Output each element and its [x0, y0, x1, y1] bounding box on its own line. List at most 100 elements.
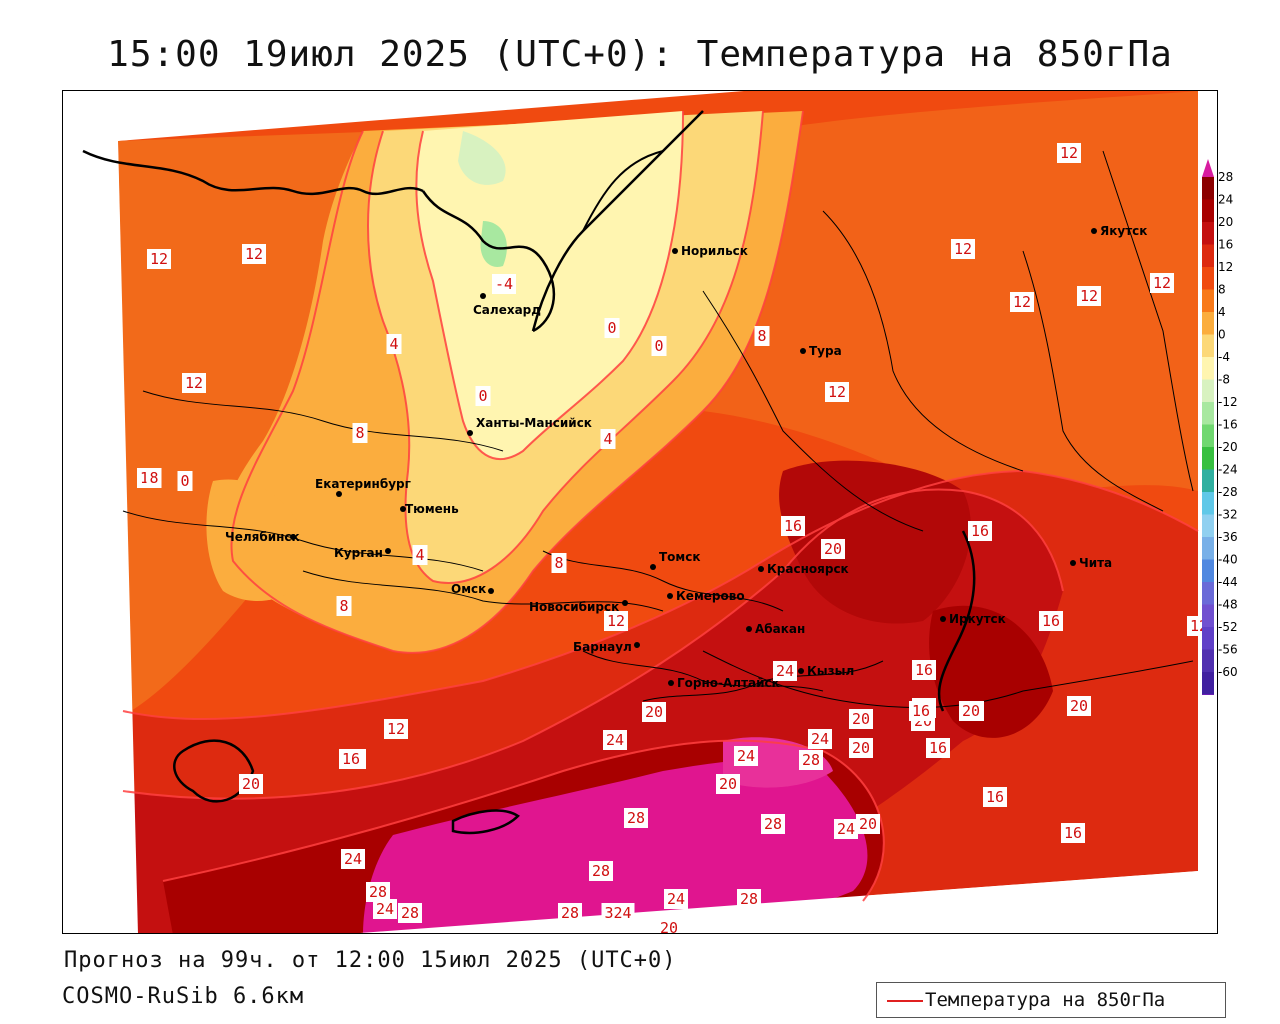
city-label: Барнаул [573, 640, 632, 654]
colorbar-tick-label: 20 [1218, 215, 1233, 229]
colorbar-tick-label: -24 [1218, 463, 1238, 477]
isotherm-label: 20 [1070, 697, 1088, 715]
isotherm-label-bg [1067, 696, 1091, 716]
map-panel[interactable]: Норильск Якутск Салехард Тура Ханты-Мансийск… [62, 90, 1218, 934]
isotherm-label-bg [624, 808, 648, 828]
isotherm-label: 12 [387, 720, 405, 738]
isotherm-label: 0 [607, 319, 616, 337]
city-marker [798, 668, 804, 674]
isotherm-label: 8 [355, 424, 364, 442]
chart-title: 15:00 19июл 2025 (UTC+0): Температура на… [107, 34, 1173, 75]
isotherm-label-bg [951, 239, 975, 259]
city-marker [488, 588, 494, 594]
isotherm-lines [122, 110, 1199, 902]
colorbar-swatch [1202, 357, 1214, 380]
isotherm-label: 12 [954, 240, 972, 258]
isotherm-label-bg [849, 709, 873, 729]
isotherm-label: 12 [1060, 144, 1078, 162]
isotherm-label-bg [1010, 292, 1034, 312]
colorbar-tick-label: -16 [1218, 418, 1238, 432]
isotherm-label-bg [657, 918, 681, 933]
isotherm-label: -4 [495, 275, 513, 293]
colorbar-max-arrow [1202, 159, 1214, 177]
isotherm-label: 20 [852, 739, 870, 757]
isotherm-label: 28 [401, 904, 419, 922]
model-name: COSMO-RuSib 6.6км [62, 984, 305, 1009]
colorbar-swatch [1202, 514, 1214, 538]
colorbar-min-arrow [1202, 694, 1214, 695]
city-marker [672, 248, 678, 254]
isotherm-label: 24 [667, 890, 685, 908]
isotherm-label: 20 [852, 710, 870, 728]
isotherm-label: 324 [604, 904, 631, 922]
isotherm-label-bg [734, 746, 758, 766]
isotherm-label-bg [412, 545, 428, 565]
city-marker [400, 506, 406, 512]
isotherm-label-bg [352, 423, 368, 443]
isotherm-label-bg [716, 774, 740, 794]
city-label: Екатеринбург [315, 477, 411, 491]
colorbar-swatch [1202, 199, 1214, 223]
colorbar-tick-label: -32 [1218, 508, 1238, 522]
isotherm-label: 24 [776, 662, 794, 680]
isotherm-label-bg [146, 468, 162, 488]
isotherm-label-bg [373, 899, 397, 919]
isotherm-label: 0 [478, 387, 487, 405]
isotherm-label-bg [604, 318, 620, 338]
isotherm-label-bg [968, 521, 992, 541]
isotherm-label: 24 [606, 731, 624, 749]
isotherm-label: 12 [1080, 287, 1098, 305]
colorbar-swatch [1202, 424, 1214, 448]
city-marker [746, 626, 752, 632]
colorbar-swatch [1202, 379, 1214, 403]
isotherm-label-bg [754, 326, 770, 346]
isotherm-label: 20 [859, 815, 877, 833]
city-label: Якутск [1100, 224, 1147, 238]
colorbar-tick-label: -8 [1218, 373, 1230, 387]
isotherm-label-bg [959, 701, 983, 721]
isotherm-label: 12 [1013, 293, 1031, 311]
isotherm-label-bg [642, 702, 666, 722]
isotherm-label-bg [475, 386, 491, 406]
temperature-colorbar: 28 24 20 16 12 8 4 0 -4 -8 -12 -16 -20 -24 -28 -32 -36 -4… [1202, 159, 1238, 695]
isotherm-label: 12 [245, 245, 263, 263]
isotherm-label: 12 [607, 612, 625, 630]
isotherm-label-bg [182, 373, 206, 393]
colorbar-tick-label: 4 [1218, 305, 1226, 319]
isotherm-label-bg [242, 244, 266, 264]
isotherm-label-bg [737, 889, 761, 909]
temperature-map[interactable]: Норильск Якутск Салехард Тура Ханты-Мансийск… [63, 91, 1218, 934]
forecast-info: Прогноз на 99ч. от 12:00 15июл 2025 (UTC… [64, 948, 677, 973]
isotherm-label: 16 [986, 788, 1004, 806]
colorbar-tick-label: 24 [1218, 193, 1233, 207]
city-marker [800, 348, 806, 354]
isotherm-label: 8 [149, 469, 158, 487]
colorbar-tick-label: 0 [1218, 328, 1226, 342]
city-label: Горно-Алтайск [677, 676, 780, 690]
city-marker [667, 593, 673, 599]
colorbar-swatch [1202, 334, 1214, 358]
city-marker [1070, 560, 1076, 566]
colorbar-tick-label: 28 [1218, 170, 1233, 184]
city-label: Иркутск [949, 612, 1006, 626]
isotherm-label: 0 [654, 337, 663, 355]
colorbar-tick-label: -36 [1218, 530, 1238, 544]
city-label: Норильск [681, 244, 748, 258]
isotherm-label-bg [983, 787, 1007, 807]
isotherm-label: 20 [242, 775, 260, 793]
colorbar-tick-label: -44 [1218, 575, 1238, 589]
isotherm-label: 12 [1153, 274, 1171, 292]
isotherm-label: 28 [592, 862, 610, 880]
isotherm-label-bg [1077, 286, 1101, 306]
isotherm-label-bg [781, 516, 805, 536]
isotherm-label: 16 [342, 750, 360, 768]
colorbar-swatch [1202, 222, 1214, 245]
colorbar-swatch [1202, 537, 1214, 560]
isotherm-label-bg [825, 382, 849, 402]
city-marker [385, 548, 391, 554]
colorbar-swatch [1202, 649, 1214, 673]
isotherm-label-bg [1057, 143, 1081, 163]
isotherm-label-bg [761, 814, 785, 834]
city-label: Томск [659, 550, 701, 564]
colorbar-tick-label: -56 [1218, 643, 1238, 657]
